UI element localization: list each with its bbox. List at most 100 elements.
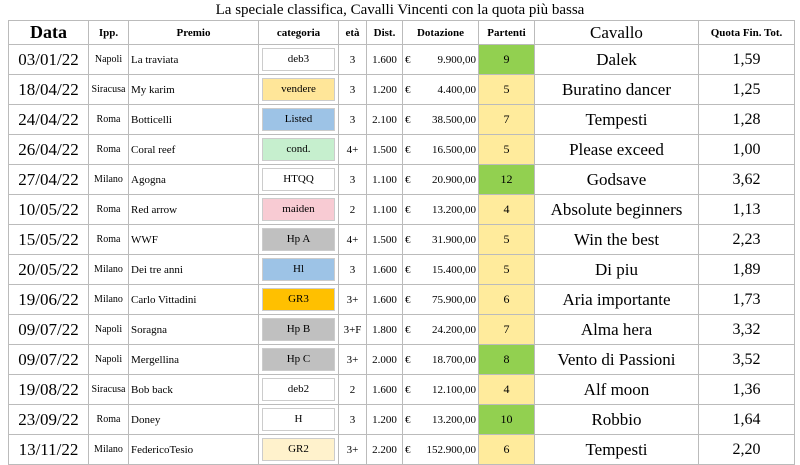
currency: € [405, 263, 411, 276]
dotazione-cell: €13.200,00 [402, 404, 479, 435]
dotazione-amount: 75.900,00 [432, 293, 476, 306]
dotazione-amount: 18.700,00 [432, 353, 476, 366]
categoria-cell: Hp A [258, 224, 339, 255]
partenti-cell: 7 [478, 314, 535, 345]
ipp-cell: Napoli [88, 314, 129, 345]
dist-cell: 1.200 [366, 74, 403, 105]
dotazione-amount: 4.400,00 [437, 83, 477, 96]
categoria-cell: cond. [258, 134, 339, 165]
currency: € [405, 83, 411, 96]
header-cell: Dist. [366, 20, 403, 45]
partenti-cell: 8 [478, 344, 535, 375]
cavallo-cell: Please exceed [534, 134, 699, 165]
premio-cell: Carlo Vittadini [128, 284, 259, 315]
premio-cell: FedericoTesio [128, 434, 259, 465]
dotazione-cell: €152.900,00 [402, 434, 479, 465]
dotazione-amount: 15.400,00 [432, 263, 476, 276]
eta-cell: 4+ [338, 224, 367, 255]
dist-cell: 2.000 [366, 344, 403, 375]
dotazione-amount: 16.500,00 [432, 143, 476, 156]
row: 19/06/22 Milano Carlo Vittadini GR3 3+ 1.600 €… [8, 284, 795, 315]
date-cell: 18/04/22 [8, 74, 89, 105]
dotazione-cell: €4.400,00 [402, 74, 479, 105]
dotazione-wrap: €31.900,00 [405, 234, 476, 246]
dotazione-wrap: €20.900,00 [405, 174, 476, 186]
cavallo-cell: Di piu [534, 254, 699, 285]
categoria-badge: HTQQ [262, 168, 335, 191]
dotazione-amount: 24.200,00 [432, 323, 476, 336]
dotazione-wrap: €75.900,00 [405, 294, 476, 306]
eta-cell: 3 [338, 164, 367, 195]
row: 09/07/22 Napoli Soragna Hp B 3+F 1.800 €24.200… [8, 314, 795, 345]
eta-cell: 3+ [338, 344, 367, 375]
eta-cell: 3+F [338, 314, 367, 345]
row: 27/04/22 Milano Agogna HTQQ 3 1.100 €20.900,00… [8, 164, 795, 195]
currency: € [405, 143, 411, 156]
cavallo-cell: Vento di Passioni [534, 344, 699, 375]
dotazione-cell: €75.900,00 [402, 284, 479, 315]
quota-cell: 1,25 [698, 74, 795, 105]
header-cell: età [338, 20, 367, 45]
date-cell: 23/09/22 [8, 404, 89, 435]
dist-cell: 1.500 [366, 224, 403, 255]
premio-cell: La traviata [128, 44, 259, 75]
cavallo-cell: Alma hera [534, 314, 699, 345]
quota-cell: 2,23 [698, 224, 795, 255]
ipp-cell: Milano [88, 254, 129, 285]
date-cell: 20/05/22 [8, 254, 89, 285]
categoria-cell: HTQQ [258, 164, 339, 195]
dotazione-cell: €31.900,00 [402, 224, 479, 255]
eta-cell: 4+ [338, 134, 367, 165]
cavallo-cell: Aria importante [534, 284, 699, 315]
premio-cell: Botticelli [128, 104, 259, 135]
dotazione-wrap: €16.500,00 [405, 144, 476, 156]
dotazione-wrap: €13.200,00 [405, 204, 476, 216]
partenti-cell: 9 [478, 44, 535, 75]
quota-cell: 1,73 [698, 284, 795, 315]
dotazione-wrap: €18.700,00 [405, 354, 476, 366]
categoria-badge: GR2 [262, 438, 335, 461]
date-cell: 26/04/22 [8, 134, 89, 165]
premio-cell: Soragna [128, 314, 259, 345]
categoria-badge: deb2 [262, 378, 335, 401]
ipp-cell: Roma [88, 194, 129, 225]
currency: € [405, 353, 411, 366]
premio-cell: WWF [128, 224, 259, 255]
categoria-cell: deb2 [258, 374, 339, 405]
partenti-cell: 5 [478, 254, 535, 285]
ipp-cell: Roma [88, 134, 129, 165]
currency: € [405, 113, 411, 126]
header-row: Data Ipp. Premio categoria età Dist. Dotazione… [8, 20, 795, 45]
title: La speciale classifica, Cavalli Vincenti… [215, 2, 585, 18]
row: 23/09/22 Roma Doney H 3 1.200 €13.200,00 10 Robb… [8, 404, 795, 435]
categoria-cell: GR2 [258, 434, 339, 465]
eta-cell: 2 [338, 194, 367, 225]
premio-cell: Bob back [128, 374, 259, 405]
dotazione-wrap: €12.100,00 [405, 384, 476, 396]
categoria-badge: Hp A [262, 228, 335, 251]
dist-cell: 1.200 [366, 404, 403, 435]
quota-cell: 1,64 [698, 404, 795, 435]
eta-cell: 3 [338, 104, 367, 135]
table-body: 03/01/22 Napoli La traviata deb3 3 1.600 €9.90… [8, 44, 795, 465]
currency: € [405, 203, 411, 216]
dotazione-amount: 13.200,00 [432, 413, 476, 426]
date-cell: 09/07/22 [8, 314, 89, 345]
row: 20/05/22 Milano Dei tre anni Hl 3 1.600 €15.40… [8, 254, 795, 285]
dotazione-amount: 20.900,00 [432, 173, 476, 186]
currency: € [405, 233, 411, 246]
categoria-cell: Hl [258, 254, 339, 285]
ipp-cell: Milano [88, 284, 129, 315]
dist-cell: 1.600 [366, 284, 403, 315]
categoria-badge: cond. [262, 138, 335, 161]
quota-cell: 2,20 [698, 434, 795, 465]
partenti-cell: 6 [478, 284, 535, 315]
dist-cell: 1.600 [366, 374, 403, 405]
dist-cell: 1.600 [366, 44, 403, 75]
ipp-cell: Roma [88, 104, 129, 135]
partenti-cell: 4 [478, 374, 535, 405]
cavallo-cell: Godsave [534, 164, 699, 195]
header-cell: Data [8, 20, 89, 45]
cavallo-cell: Tempesti [534, 104, 699, 135]
dist-cell: 1.100 [366, 164, 403, 195]
